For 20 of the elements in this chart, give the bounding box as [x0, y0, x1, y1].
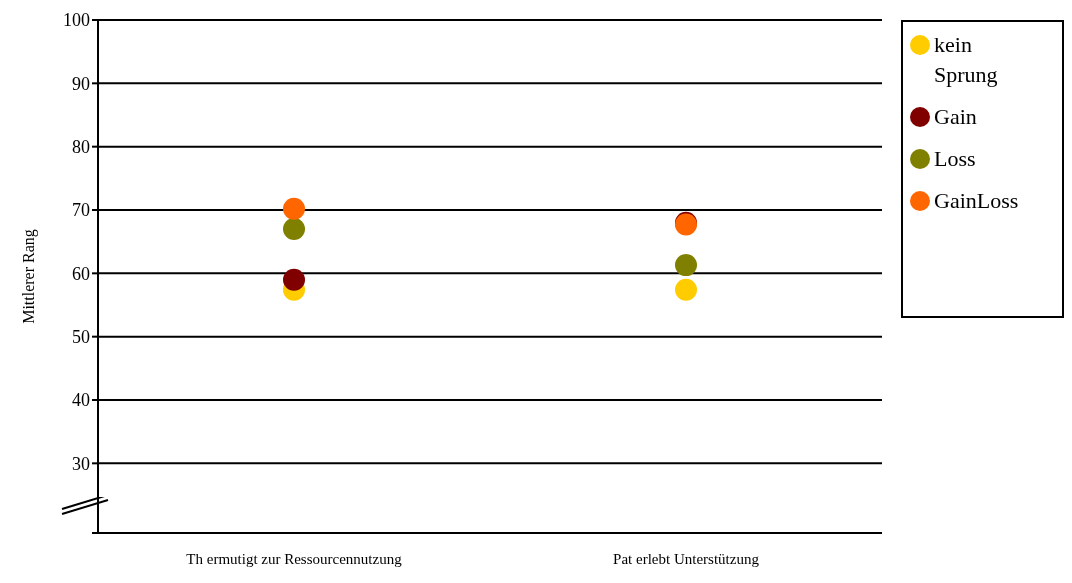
legend-label: Gain — [934, 103, 978, 131]
point — [675, 254, 697, 277]
legend-label: GainLoss — [934, 187, 1020, 215]
point — [675, 278, 697, 301]
legend-label: kein Sprung — [934, 31, 999, 89]
y-tick-label: 30 — [72, 453, 90, 474]
y-tick-label: 80 — [72, 137, 90, 158]
y-tick-label: 90 — [72, 73, 90, 94]
y-tick-label: 60 — [72, 263, 90, 284]
y-axis-title: Mittlerer Rang — [19, 229, 38, 324]
y-tick-label: 100 — [63, 10, 90, 31]
x-tick-label: Th ermutigt zur Ressourcennutzung — [186, 550, 403, 567]
y-tick-label: 70 — [72, 200, 90, 221]
point — [283, 197, 305, 220]
y-tick-label: 40 — [72, 390, 90, 411]
y-tick-label: 50 — [72, 327, 90, 348]
x-tick-label: Pat erlebt Unterstützung — [613, 550, 760, 567]
point — [283, 218, 305, 240]
legend-label: Loss — [934, 145, 977, 173]
point — [283, 268, 305, 291]
